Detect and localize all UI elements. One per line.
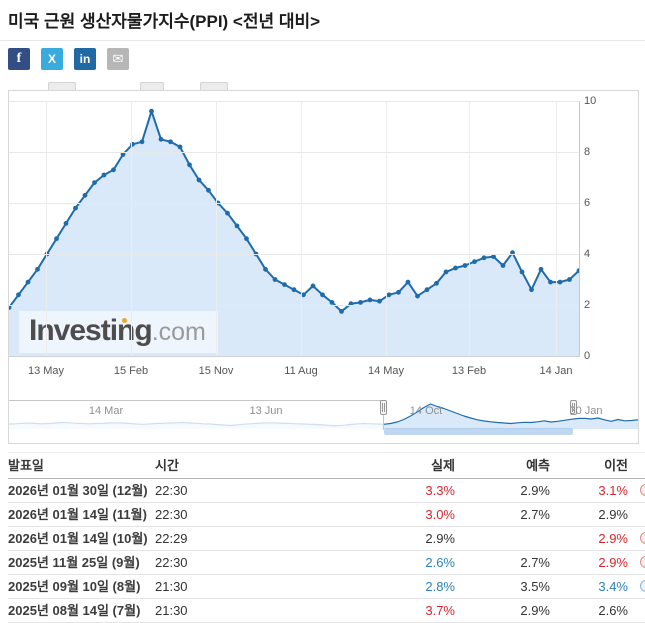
forecast-value: 2.9% (520, 603, 550, 618)
revision-indicator-icon (640, 556, 645, 568)
x-axis-label: 13 May (27, 365, 65, 377)
x-grid-line (556, 101, 557, 356)
share-linkedin-button[interactable]: in (74, 48, 96, 70)
x-axis-label: 11 Aug (284, 365, 318, 377)
x-grid-line (131, 101, 132, 356)
previous-value: 2.6% (598, 603, 628, 618)
table-row: 2026년 01월 30일 (12월) 22:30 3.3% 2.9% 3.1% (8, 479, 645, 503)
forecast-value: 2.9% (520, 483, 550, 498)
release-time: 22:30 (155, 483, 188, 498)
x-axis-line (9, 356, 580, 357)
y-grid-line (9, 254, 579, 255)
release-date: 2026년 01월 14일 (10월) (8, 531, 148, 546)
watermark-orange-dot-icon (122, 318, 127, 323)
x-grid-line (46, 101, 47, 356)
release-time: 21:30 (155, 603, 188, 618)
previous-value: 2.9% (598, 507, 628, 522)
history-table: 발표일 시간 실제 예측 이전 2026년 01월 30일 (12월) 22:3… (8, 452, 645, 623)
header-release-date: 발표일 (8, 458, 44, 473)
actual-value: 3.0% (425, 507, 455, 522)
release-time: 22:30 (155, 507, 188, 522)
actual-value: 2.8% (425, 579, 455, 594)
navigator-axis-label: 13 Jun (249, 405, 283, 417)
navigator-axis-label: 14 Mar (88, 405, 124, 417)
table-row: 2026년 01월 14일 (11월) 22:30 3.0% 2.7% 2.9% (8, 503, 645, 527)
table-header-row: 발표일 시간 실제 예측 이전 (8, 453, 645, 479)
release-date: 2026년 01월 14일 (11월) (8, 507, 147, 522)
watermark-suffix-text: .com (151, 318, 206, 346)
release-time: 22:30 (155, 555, 188, 570)
header-forecast: 예측 (526, 458, 550, 473)
forecast-value: 3.5% (520, 579, 550, 594)
release-date: 2025년 08월 14일 (7월) (8, 603, 141, 618)
actual-value: 2.6% (425, 555, 455, 570)
chart-container: Investing.com 0 2 4 6 8 10 13 May 15 Feb 15 Nov 1… (8, 90, 639, 444)
y-axis-line (579, 101, 580, 357)
x-grid-line (386, 101, 387, 356)
y-grid-line (9, 203, 579, 204)
share-x-button[interactable]: X (41, 48, 63, 70)
y-axis-label: 4 (584, 248, 591, 260)
y-axis-label: 10 (584, 95, 597, 107)
release-date: 2025년 11월 25일 (9월) (8, 555, 140, 570)
table-row: 2026년 01월 14일 (10월) 22:29 2.9% 2.9% (8, 527, 645, 551)
navigator-mask[interactable] (9, 400, 384, 430)
previous-value: 3.1% (598, 483, 628, 498)
release-date: 2025년 09월 10일 (8월) (8, 579, 141, 594)
actual-value: 3.3% (425, 483, 455, 498)
x-twitter-icon: X (47, 52, 56, 66)
x-grid-line (216, 101, 217, 356)
previous-value: 3.4% (598, 579, 628, 594)
header-previous: 이전 (604, 458, 628, 473)
forecast-value: 2.7% (520, 555, 550, 570)
actual-value: 3.7% (425, 603, 455, 618)
title-divider (0, 40, 645, 41)
navigator-selection-bar[interactable] (384, 428, 573, 435)
y-axis-label: 6 (584, 197, 591, 209)
navigator-left-handle[interactable] (380, 400, 387, 415)
y-axis-label: 8 (584, 146, 591, 158)
forecast-value: 2.7% (520, 507, 550, 522)
x-axis-label: 14 Jan (539, 365, 573, 377)
x-axis-label: 15 Nov (198, 365, 234, 377)
revision-indicator-icon (640, 484, 645, 496)
navigator-axis-label: 14 Oct (409, 405, 443, 417)
share-email-button[interactable]: ✉ (107, 48, 129, 70)
previous-value: 2.9% (598, 531, 628, 546)
investing-watermark: Investing.com (19, 311, 218, 353)
header-actual: 실제 (431, 458, 455, 473)
y-grid-line (9, 305, 579, 306)
revision-indicator-icon (640, 580, 645, 592)
y-grid-line (9, 101, 579, 102)
header-time: 시간 (155, 458, 179, 473)
release-date: 2026년 01월 30일 (12월) (8, 483, 148, 498)
y-axis-label: 2 (584, 299, 591, 311)
y-axis-label: 0 (584, 350, 591, 362)
revision-indicator-icon (640, 532, 645, 544)
table-row: 2025년 09월 10일 (8월) 21:30 2.8% 3.5% 3.4% (8, 575, 645, 599)
x-grid-line (301, 101, 302, 356)
x-axis-label: 15 Feb (113, 365, 149, 377)
release-time: 21:30 (155, 579, 188, 594)
watermark-brand-text: Investing (29, 314, 153, 347)
navigator-right-handle[interactable] (570, 400, 577, 415)
x-axis-label: 14 May (367, 365, 405, 377)
table-row: 2025년 11월 25일 (9월) 22:30 2.6% 2.7% 2.9% (8, 551, 645, 575)
navigator-axis-label: 30 Jan (569, 405, 603, 417)
facebook-icon: f (16, 51, 22, 66)
x-grid-line (469, 101, 470, 356)
actual-value: 2.9% (425, 531, 455, 546)
share-facebook-button[interactable]: f (8, 48, 30, 70)
release-time: 22:29 (155, 531, 188, 546)
email-icon: ✉ (112, 51, 124, 66)
share-buttons: f X in ✉ (8, 48, 129, 70)
linkedin-icon: in (79, 52, 91, 66)
page-title: 미국 근원 생산자물가지수(PPI) <전년 대비> (8, 12, 321, 31)
y-grid-line (9, 152, 579, 153)
ppi-area-series[interactable] (9, 101, 579, 356)
previous-value: 2.9% (598, 555, 628, 570)
table-row: 2025년 08월 14일 (7월) 21:30 3.7% 2.9% 2.6% (8, 599, 645, 623)
x-axis-label: 13 Feb (451, 365, 487, 377)
